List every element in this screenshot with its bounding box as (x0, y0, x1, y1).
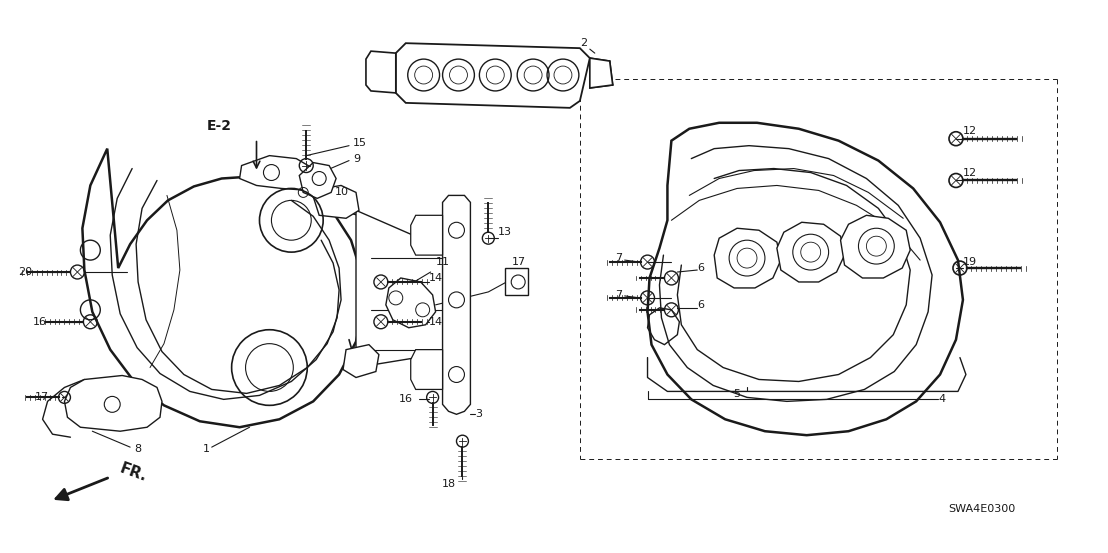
Polygon shape (396, 43, 589, 108)
Text: 3: 3 (475, 409, 482, 419)
Polygon shape (64, 375, 162, 431)
Polygon shape (505, 268, 529, 295)
Polygon shape (299, 163, 336, 199)
Polygon shape (647, 123, 963, 435)
Text: 10: 10 (335, 187, 349, 197)
Text: 16: 16 (32, 317, 47, 327)
Text: 11: 11 (435, 257, 450, 267)
Polygon shape (589, 58, 613, 88)
Polygon shape (411, 349, 442, 389)
Polygon shape (311, 185, 359, 218)
Text: 7: 7 (615, 253, 622, 263)
Text: SWA4E0300: SWA4E0300 (948, 504, 1015, 514)
Text: 17: 17 (512, 257, 526, 267)
Polygon shape (442, 195, 471, 414)
Text: 4: 4 (938, 394, 945, 404)
Text: 13: 13 (499, 227, 512, 237)
Text: 14: 14 (429, 273, 443, 283)
Text: 12: 12 (963, 126, 977, 135)
Polygon shape (239, 155, 319, 190)
Text: E-2: E-2 (207, 119, 233, 133)
Text: 5: 5 (733, 389, 740, 399)
Text: FR.: FR. (117, 461, 148, 485)
Text: 16: 16 (399, 394, 413, 404)
Polygon shape (366, 51, 396, 93)
Text: 14: 14 (429, 317, 443, 327)
Polygon shape (411, 215, 442, 255)
Text: 20: 20 (18, 267, 32, 277)
Text: 8: 8 (134, 444, 141, 454)
Text: 19: 19 (963, 257, 977, 267)
Text: 15: 15 (353, 138, 367, 148)
Text: 6: 6 (697, 263, 705, 273)
Text: 6: 6 (697, 300, 705, 310)
Text: 17: 17 (34, 393, 49, 403)
Text: 18: 18 (441, 479, 455, 489)
Text: 9: 9 (353, 154, 360, 164)
Polygon shape (841, 215, 910, 278)
Polygon shape (356, 210, 465, 368)
Polygon shape (715, 228, 781, 288)
Text: 12: 12 (963, 168, 977, 178)
Polygon shape (777, 222, 844, 282)
Text: 1: 1 (203, 444, 211, 454)
Text: 2: 2 (579, 38, 587, 48)
Polygon shape (82, 149, 363, 427)
Polygon shape (386, 278, 435, 328)
Text: 7: 7 (615, 290, 622, 300)
Polygon shape (343, 345, 379, 378)
